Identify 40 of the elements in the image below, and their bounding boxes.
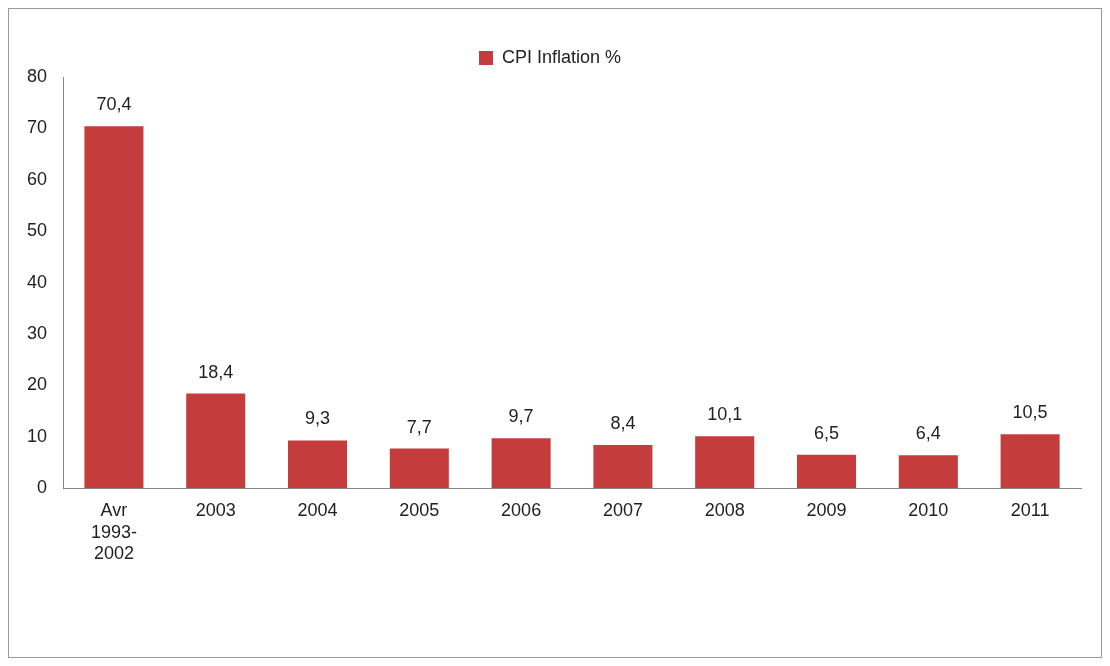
data-label: 8,4 [610,412,636,433]
x-tick-label: 2010 [908,499,949,520]
data-label: 9,3 [305,408,331,429]
x-tick-label: 2011 [1010,499,1050,520]
bar [1000,434,1060,489]
bar [898,455,958,489]
y-tick-label: 30 [26,322,48,343]
x-tick-label: 2009 [806,499,847,520]
y-tick-label: 50 [26,220,48,241]
data-label: 70,4 [96,94,132,115]
bar [84,126,144,489]
data-label: 9,7 [508,406,534,427]
x-tick-label: Avr 1993-2002 [90,499,137,564]
bar [389,448,449,489]
bar [491,438,551,489]
x-tick-label: 2007 [602,499,643,520]
data-label: 6,5 [813,422,840,443]
x-tick-label: 2004 [297,499,338,520]
bar [288,440,348,489]
y-tick-label: 40 [26,271,48,292]
x-tick-label: 2008 [704,499,745,520]
data-label: 18,4 [198,361,234,382]
data-label: 6,4 [915,423,941,444]
bar [796,454,857,489]
bar [695,436,755,489]
y-tick-label: 80 [26,65,48,86]
y-tick-label: 60 [26,168,48,189]
y-tick-label: 10 [26,425,48,446]
x-tick-label: 2005 [399,499,440,520]
bar [593,445,653,489]
data-label: 7,7 [406,416,432,437]
y-tick-label: 20 [26,374,48,395]
x-tick-label: 2006 [501,499,542,520]
legend-label: CPI Inflation % [501,46,622,67]
x-tick-label: 2003 [195,499,236,520]
data-label: 10,5 [1012,402,1048,423]
data-label: 10,1 [707,404,743,425]
y-tick-label: 70 [26,117,48,138]
bar [186,393,246,489]
y-tick-label: 0 [37,477,48,498]
